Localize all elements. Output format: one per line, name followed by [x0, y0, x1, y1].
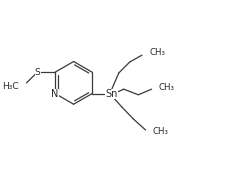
Text: N: N	[51, 89, 59, 99]
Text: CH₃: CH₃	[152, 127, 168, 136]
Text: CH₃: CH₃	[149, 48, 165, 57]
Text: H₃C: H₃C	[2, 82, 19, 91]
Text: S: S	[35, 68, 41, 77]
Text: Sn: Sn	[105, 89, 118, 99]
Text: CH₃: CH₃	[159, 83, 175, 92]
